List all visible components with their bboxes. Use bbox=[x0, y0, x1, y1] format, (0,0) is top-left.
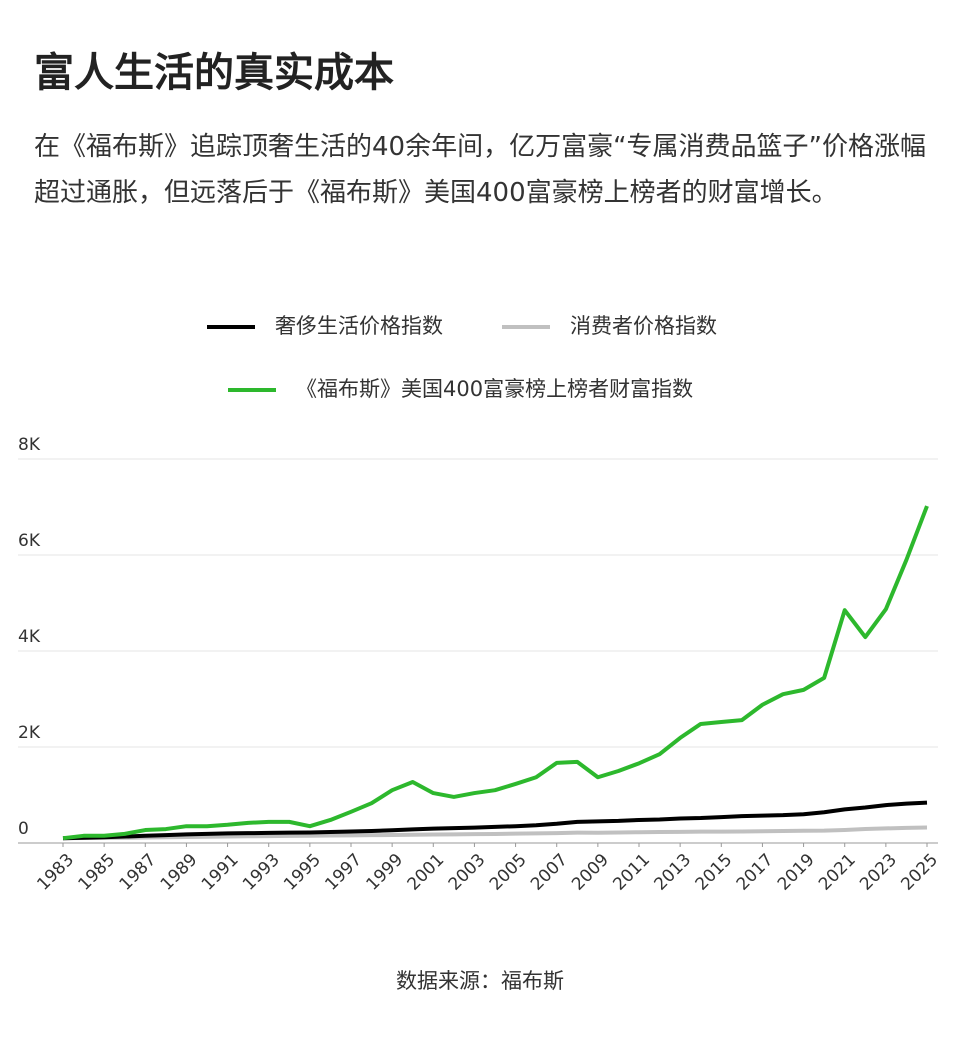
y-tick-label: 6K bbox=[18, 531, 41, 551]
x-tick-label: 2019 bbox=[774, 850, 819, 895]
x-tick-label: 2003 bbox=[445, 850, 490, 895]
x-tick-label: 2017 bbox=[733, 850, 778, 895]
data-line bbox=[62, 505, 929, 841]
x-tick-label: 1985 bbox=[74, 850, 119, 895]
x-tick-label: 2013 bbox=[650, 850, 695, 895]
y-tick-label: 8K bbox=[18, 435, 41, 455]
source-note: 数据来源：福布斯 bbox=[396, 969, 564, 993]
x-tick-label: 2023 bbox=[856, 850, 901, 895]
legend-label: 消费者价格指数 bbox=[570, 314, 717, 338]
x-tick-label: 2015 bbox=[692, 850, 737, 895]
chart-subtitle: 在《福布斯》追踪顶奢生活的40余年间，亿万富豪“专属消费品篮子”价格涨幅超过通胀… bbox=[34, 132, 927, 208]
y-tick-label: 4K bbox=[18, 627, 41, 647]
x-tick-label: 1983 bbox=[33, 850, 78, 895]
x-tick-label: 1997 bbox=[321, 850, 366, 895]
x-tick-label: 1999 bbox=[362, 850, 407, 895]
x-tick-label: 1993 bbox=[239, 850, 284, 895]
data-line bbox=[62, 800, 928, 841]
y-tick-label: 2K bbox=[18, 723, 41, 743]
x-tick-label: 2007 bbox=[527, 850, 572, 895]
x-tick-label: 2005 bbox=[486, 850, 531, 895]
legend-label: 《福布斯》美国400富豪榜上榜者财富指数 bbox=[296, 377, 693, 401]
chart-title: 富人生活的真实成本 bbox=[34, 50, 394, 96]
x-tick-label: 2025 bbox=[897, 850, 942, 895]
data-line bbox=[62, 825, 928, 841]
y-tick-label: 0 bbox=[18, 819, 29, 839]
x-tick-label: 2001 bbox=[404, 850, 449, 895]
x-tick-label: 2009 bbox=[568, 850, 613, 895]
x-tick-label: 1987 bbox=[116, 850, 161, 895]
x-tick-label: 2011 bbox=[609, 850, 654, 895]
legend-label: 奢侈生活价格指数 bbox=[275, 314, 443, 338]
x-tick-label: 1991 bbox=[198, 850, 243, 895]
x-tick-label: 1989 bbox=[157, 850, 202, 895]
x-tick-label: 1995 bbox=[280, 850, 325, 895]
x-tick-label: 2021 bbox=[815, 850, 860, 895]
